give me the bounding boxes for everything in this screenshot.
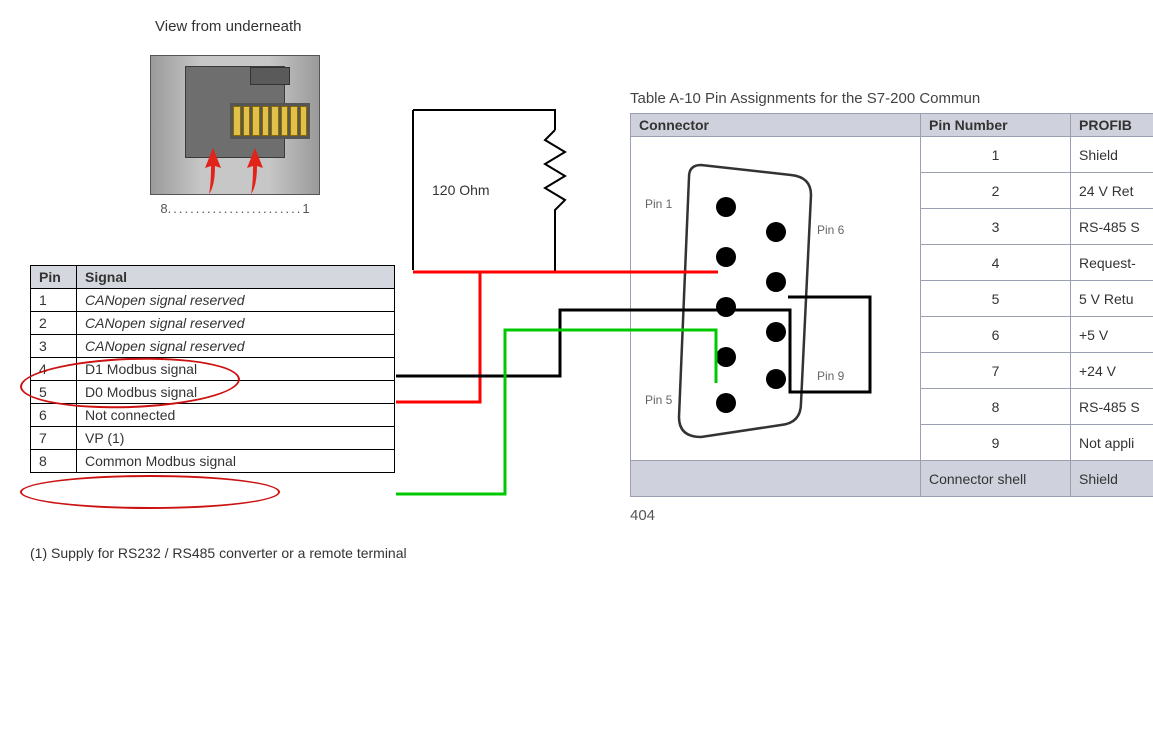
rj45-plug: [185, 66, 285, 158]
pin6-label: Pin 6: [817, 223, 844, 237]
left-pin-table: Pin Signal 1CANopen signal reserved 2CAN…: [30, 265, 395, 473]
rj45-body: [150, 55, 320, 195]
arrow-left-icon: [201, 146, 225, 196]
connector-cell: Pin 1 Pin 5 Pin 6 Pin 9: [631, 137, 921, 461]
table-row: 1CANopen signal reserved: [31, 289, 395, 312]
right-table-title: Table A-10 Pin Assignments for the S7-20…: [630, 90, 1153, 107]
table-row: 4D1 Modbus signal: [31, 358, 395, 381]
footnote: (1) Supply for RS232 / RS485 converter o…: [30, 545, 420, 561]
th-pinnum: Pin Number: [921, 114, 1071, 137]
right-pin-table: Connector Pin Number PROFIB: [630, 113, 1153, 497]
th-signal: Signal: [77, 266, 395, 289]
table-row: 5D0 Modbus signal: [31, 381, 395, 404]
table-row: Connector shellShield: [631, 461, 1153, 497]
view-label: View from underneath: [155, 18, 301, 35]
resistor-label: 120 Ohm: [432, 182, 490, 198]
rj45-connector: 8........................1: [150, 55, 320, 195]
pin9-label: Pin 9: [817, 369, 844, 383]
rj45-tab: [250, 67, 290, 85]
table-row: 3CANopen signal reserved: [31, 335, 395, 358]
table-row: 7VP (1): [31, 427, 395, 450]
pin-num-8: 8: [160, 201, 167, 216]
th-connector: Connector: [631, 114, 921, 137]
rj45-pins: [230, 103, 310, 139]
arrow-right-icon: [243, 146, 267, 196]
table-row: 6Not connected: [31, 404, 395, 427]
left-pin-table-wrap: Pin Signal 1CANopen signal reserved 2CAN…: [30, 265, 395, 473]
table-row: Pin 1 Pin 5 Pin 6 Pin 9 1Shield: [631, 137, 1153, 173]
pin5-label: Pin 5: [645, 393, 672, 407]
th-pin: Pin: [31, 266, 77, 289]
right-table-wrap: Table A-10 Pin Assignments for the S7-20…: [630, 90, 1153, 524]
pin-numbering: 8........................1: [150, 201, 320, 216]
table-row: 8Common Modbus signal: [31, 450, 395, 473]
pin1-label: Pin 1: [645, 197, 672, 211]
highlight-ellipse-common: [20, 475, 280, 509]
table-row: 2CANopen signal reserved: [31, 312, 395, 335]
table-header-row: Connector Pin Number PROFIB: [631, 114, 1153, 137]
page-number: 404: [630, 507, 1153, 524]
db9-connector-icon: Pin 1 Pin 5 Pin 6 Pin 9: [631, 137, 920, 460]
pin-num-1: 1: [302, 201, 309, 216]
th-profibus: PROFIB: [1071, 114, 1153, 137]
table-header-row: Pin Signal: [31, 266, 395, 289]
